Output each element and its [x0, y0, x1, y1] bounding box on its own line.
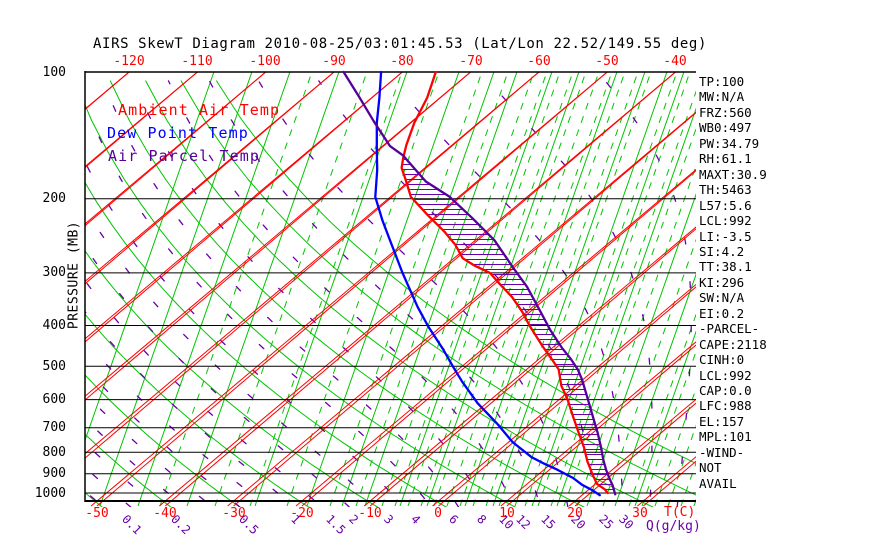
legend-air-parcel: Air Parcel Temp: [108, 147, 260, 165]
temp-bottom-tick: -40: [153, 506, 177, 521]
pressure-tick: 500: [42, 358, 66, 374]
temp-top-tick: -80: [390, 54, 414, 69]
temp-bottom-tick: -50: [85, 506, 109, 521]
stat-line: CINH:0: [699, 352, 745, 368]
stat-line: MPL:101: [699, 429, 752, 445]
stat-line: TP:100: [699, 74, 745, 89]
pressure-tick: 300: [42, 265, 66, 281]
stat-line: L57:5.6: [699, 197, 752, 213]
stat-line: LI:-3.5: [699, 228, 752, 244]
temp-top-tick: -100: [249, 54, 281, 69]
sounding-curves: [342, 70, 617, 497]
stat-line: SI:4.2: [699, 243, 745, 259]
stat-line: PW:34.79: [699, 135, 760, 151]
stat-line: MW:N/A: [699, 89, 745, 105]
temp-bottom-tick: 10: [499, 506, 515, 521]
stat-line: SW:N/A: [699, 290, 745, 306]
dew-point-curve: [374, 70, 601, 497]
temp-bottom-tick: -10: [358, 506, 382, 521]
stat-line: TH:5463: [699, 182, 752, 198]
temp-bottom-tick: 20: [567, 506, 583, 521]
stat-line: NOT: [699, 460, 722, 476]
legend-ambient: Ambient Air Temp: [118, 101, 281, 119]
stat-line: -PARCEL-: [699, 321, 760, 337]
stat-line: WB0:497: [699, 120, 752, 136]
temp-top-tick: -40: [663, 54, 687, 69]
grid-layer: [85, 72, 696, 507]
pressure-tick: 400: [42, 317, 66, 333]
temp-bottom-tick: -20: [290, 506, 314, 521]
mixing-axis-unit-label: Q(g/kg): [646, 519, 701, 534]
legend-dew-point: Dew Point Temp: [107, 124, 249, 142]
pressure-tick: 200: [42, 191, 66, 207]
stat-line: CAP:0.0: [699, 383, 752, 398]
stat-line: TT:38.1: [699, 259, 752, 275]
temp-top-tick: -50: [595, 54, 619, 69]
pressure-tick: 800: [42, 444, 66, 460]
temp-bottom-tick: -30: [222, 506, 246, 521]
pressure-tick: 600: [42, 392, 66, 408]
pressure-tick: 1000: [34, 485, 66, 501]
stat-line: RH:61.1: [699, 151, 752, 167]
pressure-tick: 900: [42, 466, 66, 482]
temp-top-tick: -120: [113, 54, 145, 69]
pressure-axis-label: PRESSURE (MB): [66, 220, 82, 330]
parcel-temp-curve: [342, 70, 617, 496]
temp-axis-unit-label: T(C): [664, 505, 696, 520]
pressure-tick: 100: [42, 64, 66, 80]
stat-line: LFC:988: [699, 398, 752, 414]
stat-line: MAXT:30.9: [699, 166, 767, 182]
ambient-temp-curve: [400, 70, 609, 495]
stat-line: EL:157: [699, 413, 745, 429]
cape-hatch-region: [402, 158, 614, 490]
temp-top-tick: -110: [181, 54, 213, 69]
temp-bottom-tick: 0: [434, 506, 442, 521]
stat-line: EI:0.2: [699, 305, 745, 321]
pressure-tick: 700: [42, 420, 66, 436]
stat-line: LCL:992: [699, 213, 752, 229]
page-title: AIRS SkewT Diagram 2010-08-25/03:01:45.5…: [93, 36, 707, 52]
stat-line: -WIND-: [699, 444, 745, 460]
stat-line: LCL:992: [699, 367, 752, 383]
pressure-grid-layer: [84, 71, 696, 502]
temp-top-tick: -60: [527, 54, 551, 69]
stat-line: KI:296: [699, 274, 745, 290]
temp-bottom-tick: 30: [632, 506, 648, 521]
temp-top-tick: -70: [459, 54, 483, 69]
stat-line: CAPE:2118: [699, 336, 767, 352]
stat-line: FRZ:560: [699, 104, 752, 120]
stat-line: AVAIL: [699, 475, 737, 491]
temp-top-tick: -90: [322, 54, 346, 69]
